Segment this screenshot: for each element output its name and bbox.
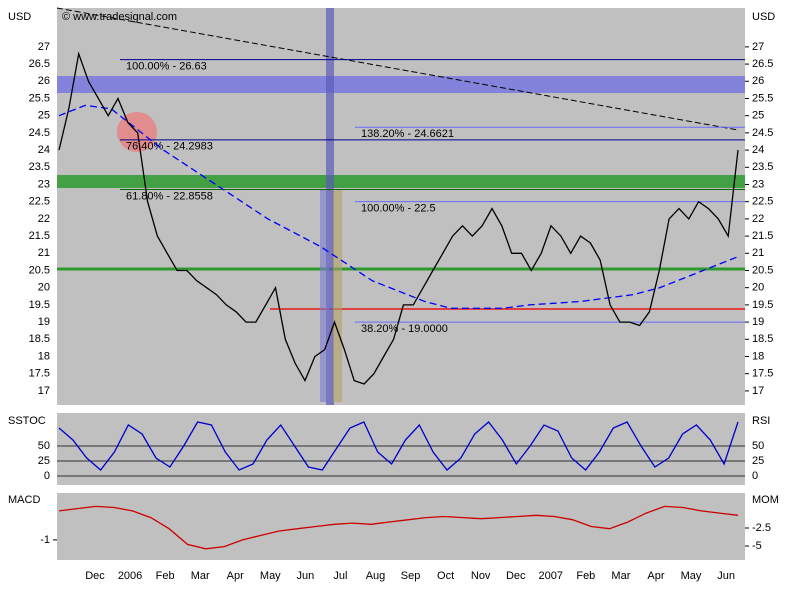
y-tick-label: 20.5 bbox=[752, 264, 773, 276]
x-tick-label: Oct bbox=[437, 570, 454, 582]
y-tick-label: -1 bbox=[40, 534, 50, 546]
y-tick-label: 25 bbox=[38, 110, 50, 122]
y-tick-label: 25.5 bbox=[752, 92, 773, 104]
y-tick-label: 17 bbox=[38, 385, 50, 397]
y-tick-label: 19 bbox=[38, 316, 50, 328]
y-tick-label: -2.5 bbox=[752, 522, 771, 534]
y-tick-label: 22.5 bbox=[29, 196, 50, 208]
y-tick-label: 18 bbox=[752, 350, 764, 362]
x-tick-label: May bbox=[260, 570, 281, 582]
y-tick-label: 17 bbox=[752, 385, 764, 397]
y-tick-label: 21 bbox=[38, 247, 50, 259]
y-tick-label: 26 bbox=[752, 75, 764, 87]
y-tick-label: 21.5 bbox=[752, 230, 773, 242]
y-tick-label: 22 bbox=[38, 213, 50, 225]
y-tick-label: 25 bbox=[38, 455, 50, 467]
zone-band bbox=[57, 175, 745, 188]
y-tick-label: 24.5 bbox=[752, 127, 773, 139]
y-tick-label: 25 bbox=[752, 455, 764, 467]
y-tick-label: 20 bbox=[752, 282, 764, 294]
y-tick-label: 23 bbox=[38, 178, 50, 190]
y-tick-label: 22 bbox=[752, 213, 764, 225]
panel-label: RSI bbox=[752, 415, 770, 427]
level-label: 100.00% - 26.63 bbox=[126, 61, 207, 73]
y-tick-label: 21.5 bbox=[29, 230, 50, 242]
x-tick-label: Nov bbox=[471, 570, 491, 582]
x-tick-label: Jun bbox=[717, 570, 735, 582]
y-tick-label: 24 bbox=[752, 144, 764, 156]
y-tick-label: 20.5 bbox=[29, 264, 50, 276]
y-tick-label: 24 bbox=[38, 144, 50, 156]
y-tick-label: 27 bbox=[752, 41, 764, 53]
trend-line bbox=[56, 7, 739, 131]
y-tick-label: 19.5 bbox=[29, 299, 50, 311]
source: © www.tradesignal.com bbox=[62, 11, 177, 23]
time-band bbox=[326, 8, 334, 405]
y-tick-label: 23.5 bbox=[29, 161, 50, 173]
y-tick-label: -5 bbox=[752, 540, 762, 552]
level-label: 100.00% - 22.5 bbox=[361, 203, 436, 215]
y-tick-label: 19.5 bbox=[752, 299, 773, 311]
y-tick-label: 0 bbox=[44, 470, 50, 482]
x-tick-label: Jun bbox=[296, 570, 314, 582]
unit-left: USD bbox=[8, 11, 31, 23]
y-tick-label: 18.5 bbox=[752, 333, 773, 345]
price-line bbox=[58, 51, 739, 385]
x-tick-label: Apr bbox=[647, 570, 664, 582]
y-tick-label: 23 bbox=[752, 178, 764, 190]
level-label: 138.20% - 24.6621 bbox=[361, 128, 454, 140]
sstoc-panel bbox=[57, 413, 745, 485]
y-tick-label: 22.5 bbox=[752, 196, 773, 208]
sstoc-line bbox=[58, 421, 739, 471]
level-label: 76.40% - 24.2983 bbox=[126, 141, 213, 153]
y-tick-label: 50 bbox=[38, 440, 50, 452]
macd-line bbox=[58, 505, 739, 550]
y-tick-label: 17.5 bbox=[752, 368, 773, 380]
x-tick-label: Dec bbox=[506, 570, 526, 582]
y-tick-label: 23.5 bbox=[752, 161, 773, 173]
x-tick-label: Aug bbox=[366, 570, 386, 582]
x-tick-label: Sep bbox=[401, 570, 421, 582]
x-tick-label: Mar bbox=[191, 570, 210, 582]
panel-label: MOM bbox=[752, 494, 779, 506]
y-tick-label: 19 bbox=[752, 316, 764, 328]
y-tick-label: 26 bbox=[38, 75, 50, 87]
y-tick-label: 26.5 bbox=[752, 58, 773, 70]
y-tick-label: 27 bbox=[38, 41, 50, 53]
price-panel bbox=[57, 8, 745, 405]
y-tick-label: 25 bbox=[752, 110, 764, 122]
panel-label: SSTOC bbox=[8, 415, 46, 427]
y-tick-label: 24.5 bbox=[29, 127, 50, 139]
x-tick-label: 2007 bbox=[539, 570, 563, 582]
x-tick-label: Mar bbox=[611, 570, 630, 582]
y-tick-label: 21 bbox=[752, 247, 764, 259]
panel-label: MACD bbox=[8, 494, 40, 506]
y-tick-label: 26.5 bbox=[29, 58, 50, 70]
x-tick-label: Apr bbox=[227, 570, 244, 582]
unit-right: USD bbox=[752, 11, 775, 23]
time-band bbox=[320, 190, 329, 402]
x-tick-label: Feb bbox=[156, 570, 175, 582]
y-tick-label: 25.5 bbox=[29, 92, 50, 104]
x-tick-label: Dec bbox=[85, 570, 105, 582]
y-tick-label: 18 bbox=[38, 350, 50, 362]
level-label: 61.80% - 22.8558 bbox=[126, 190, 213, 202]
x-tick-label: Jul bbox=[333, 570, 347, 582]
x-tick-label: Feb bbox=[576, 570, 595, 582]
zone-band bbox=[57, 76, 745, 93]
y-tick-label: 18.5 bbox=[29, 333, 50, 345]
y-tick-label: 17.5 bbox=[29, 368, 50, 380]
level-label: 38.20% - 19.0000 bbox=[361, 323, 448, 335]
x-tick-label: May bbox=[681, 570, 702, 582]
y-tick-label: 0 bbox=[752, 470, 758, 482]
x-tick-label: 2006 bbox=[118, 570, 142, 582]
macd-panel bbox=[57, 493, 745, 560]
time-band bbox=[333, 190, 342, 402]
y-tick-label: 20 bbox=[38, 282, 50, 294]
y-tick-label: 50 bbox=[752, 440, 764, 452]
